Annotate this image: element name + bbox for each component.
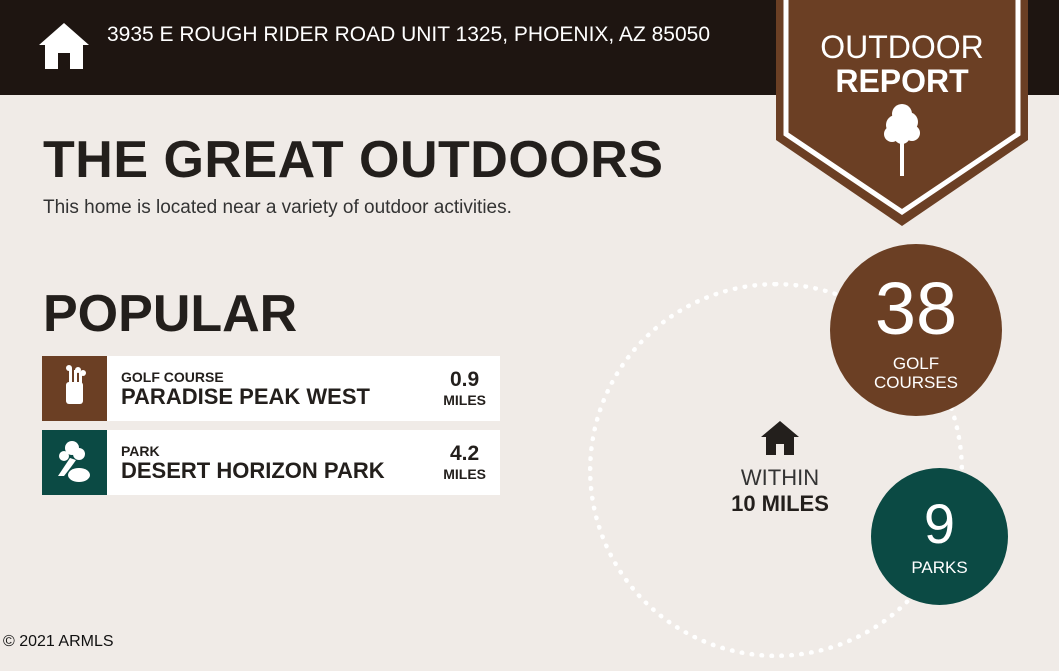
golf-courses-stat: 38 GOLF COURSES (830, 244, 1002, 416)
item-category: GOLF COURSE (121, 369, 224, 385)
parks-label: PARKS (911, 558, 968, 577)
outdoor-report-badge: OUTDOOR REPORT (776, 0, 1028, 226)
golf-label-2: COURSES (873, 373, 959, 392)
popular-heading: POPULAR (43, 285, 298, 343)
within-text: WITHIN (740, 465, 820, 490)
golf-count: 38 (874, 267, 958, 350)
copyright-text: 2021 ARMLS (19, 633, 114, 650)
golf-bag-icon (42, 356, 107, 421)
golf-label-1: GOLF (892, 354, 940, 373)
badge-line2: REPORT (835, 63, 969, 99)
property-address: 3935 E ROUGH RIDER ROAD UNIT 1325, PHOEN… (107, 23, 711, 46)
within-distance: 10 MILES (731, 491, 829, 516)
item-category: PARK (121, 443, 160, 459)
page-title: THE GREAT OUTDOORS (43, 131, 664, 189)
item-distance: 0.9 (450, 368, 480, 391)
popular-item-park[interactable]: PARK DESERT HORIZON PARK 4.2 MILES (42, 430, 500, 495)
copyright: © 2021 ARMLS (3, 633, 114, 650)
park-tree-icon (42, 430, 107, 495)
radius-ring (588, 282, 964, 658)
home-icon (39, 23, 89, 69)
home-icon (761, 421, 799, 455)
item-distance: 4.2 (450, 442, 480, 465)
item-name: DESERT HORIZON PARK (121, 458, 385, 483)
page-subtitle: This home is located near a variety of o… (43, 197, 512, 218)
badge-line1: OUTDOOR (820, 29, 984, 65)
item-distance-unit: MILES (443, 466, 486, 482)
item-name: PARADISE PEAK WEST (121, 384, 370, 409)
radius-label: WITHIN 10 MILES (700, 420, 860, 517)
parks-count: 9 (923, 492, 956, 555)
parks-stat: 9 PARKS (871, 468, 1008, 605)
popular-item-golf[interactable]: GOLF COURSE PARADISE PEAK WEST 0.9 MILES (42, 356, 500, 421)
item-distance-unit: MILES (443, 392, 486, 408)
tree-icon (884, 104, 920, 176)
